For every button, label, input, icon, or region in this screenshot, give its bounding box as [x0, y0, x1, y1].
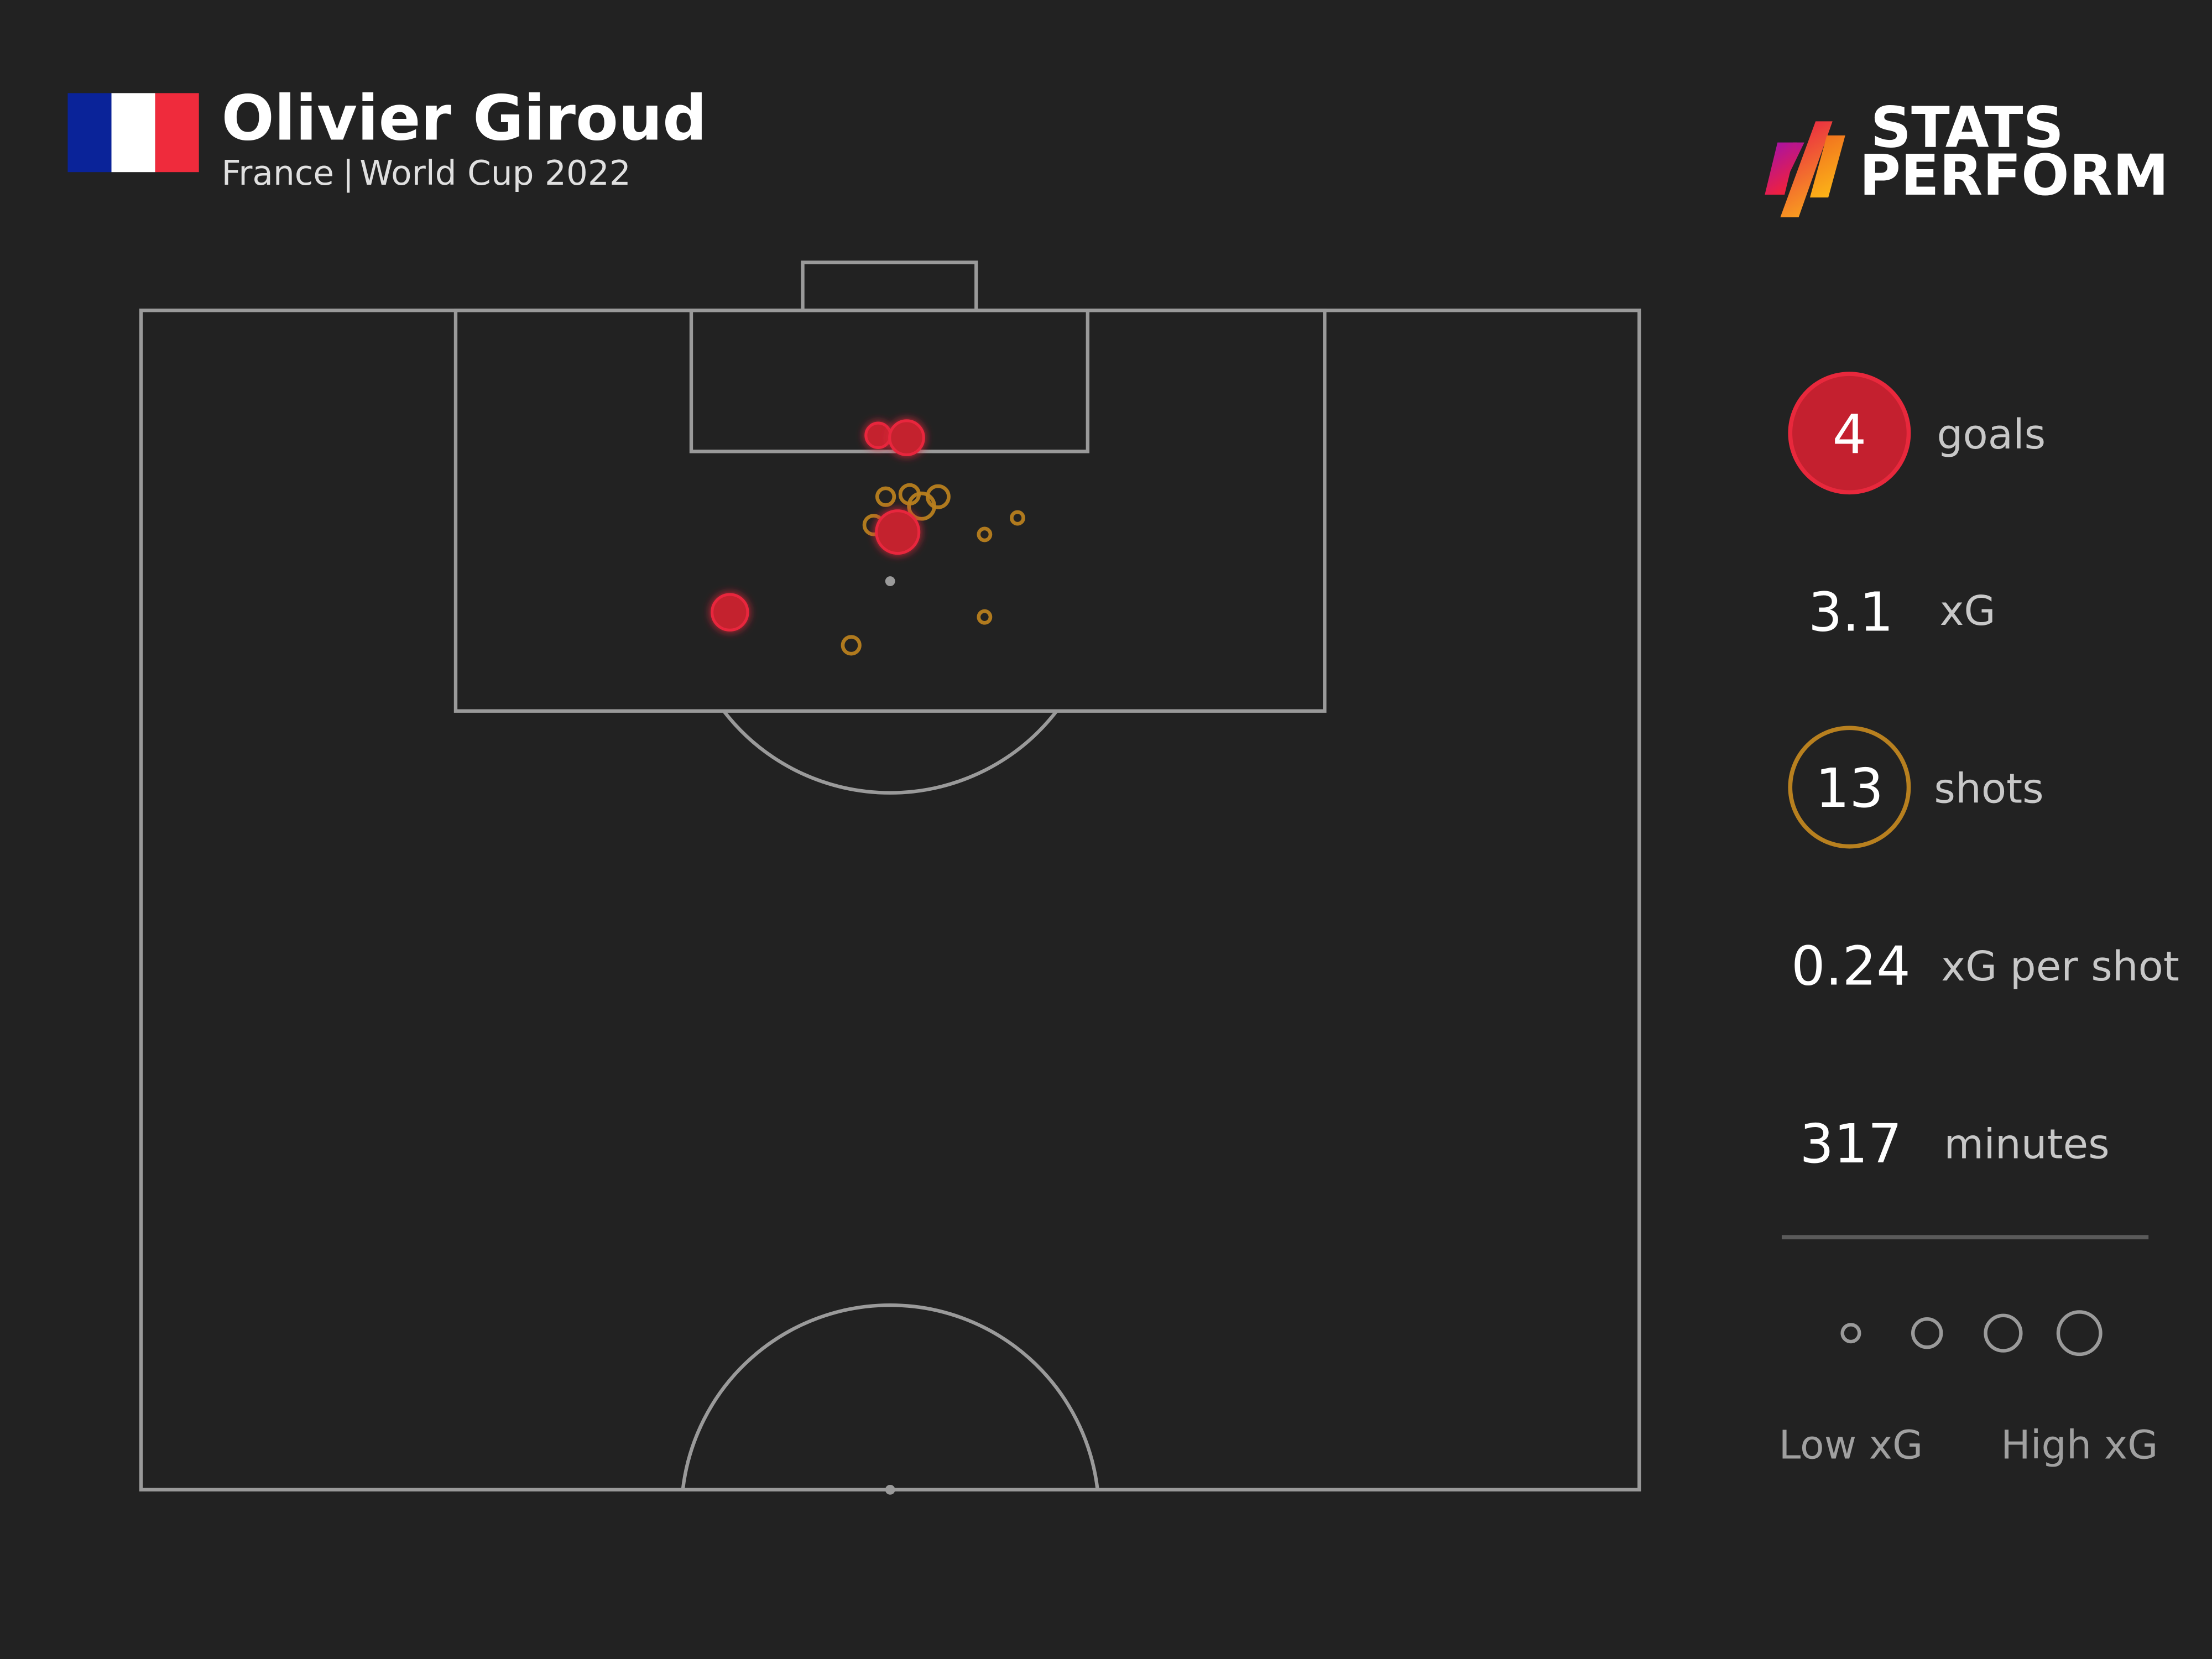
pitch	[139, 260, 1641, 1495]
xg-label: xG	[1940, 587, 1996, 635]
stat-xg: 3.1 xG	[1808, 581, 1996, 643]
separator: |	[342, 154, 354, 193]
shot-miss-marker	[977, 609, 993, 625]
shot-goal-marker	[711, 593, 749, 632]
center-circle	[681, 1303, 1099, 1490]
legend-circle-3	[1984, 1313, 2023, 1353]
stat-goals: 4 goals	[1788, 372, 2046, 495]
competition-name: World Cup 2022	[359, 154, 631, 193]
penalty-arc	[722, 709, 1058, 795]
shots-label: shots	[1934, 765, 2043, 813]
shots-layer	[711, 419, 1025, 656]
xg-size-legend: Low xG High xG	[1778, 1310, 2158, 1468]
xg-per-shot-label: xG per shot	[1941, 943, 2179, 990]
shot-miss-marker	[1010, 510, 1025, 526]
shots-value: 13	[1815, 757, 1884, 820]
player-name: Olivier Giroud	[222, 83, 707, 155]
legend-circle-4	[2056, 1310, 2103, 1357]
subtitle: France | World Cup 2022	[222, 154, 631, 193]
shot-miss-marker	[841, 635, 862, 656]
legend-circle-2	[1911, 1317, 1943, 1349]
center-spot	[885, 1484, 895, 1495]
shot-miss-marker	[875, 486, 896, 507]
team-name: France	[222, 154, 335, 193]
shot-goal-marker	[875, 509, 921, 555]
goals-badge	[1788, 372, 1911, 495]
goals-label: goals	[1937, 411, 2046, 458]
shot-miss-marker	[977, 526, 993, 542]
legend-high-label: High xG	[2001, 1422, 2158, 1468]
stats-perform-logo: STATS PERFORM	[1765, 95, 2169, 217]
shot-miss-marker	[925, 484, 951, 509]
minutes-value: 317	[1799, 1113, 1902, 1175]
shot-goal-marker	[864, 421, 892, 450]
stat-minutes: 317 minutes	[1799, 1113, 2109, 1175]
minutes-label: minutes	[1944, 1120, 2109, 1168]
stat-xg-per-shot: 0.24 xG per shot	[1791, 935, 2179, 998]
shots-badge	[1788, 726, 1911, 849]
france-flag-icon	[67, 93, 199, 173]
stat-shots: 13 shots	[1788, 726, 2044, 849]
penalty-box	[453, 309, 1327, 713]
logo-line1: STATS	[1871, 95, 2064, 160]
xg-per-shot-value: 0.24	[1791, 935, 1911, 998]
xg-value: 3.1	[1808, 581, 1893, 643]
penalty-spot	[885, 576, 895, 586]
legend-circle-1	[1840, 1323, 1861, 1344]
legend-low-label: Low xG	[1778, 1422, 1923, 1468]
goals-value: 4	[1833, 403, 1867, 466]
logo-line2: PERFORM	[1859, 143, 2169, 208]
shot-goal-marker	[888, 419, 925, 456]
